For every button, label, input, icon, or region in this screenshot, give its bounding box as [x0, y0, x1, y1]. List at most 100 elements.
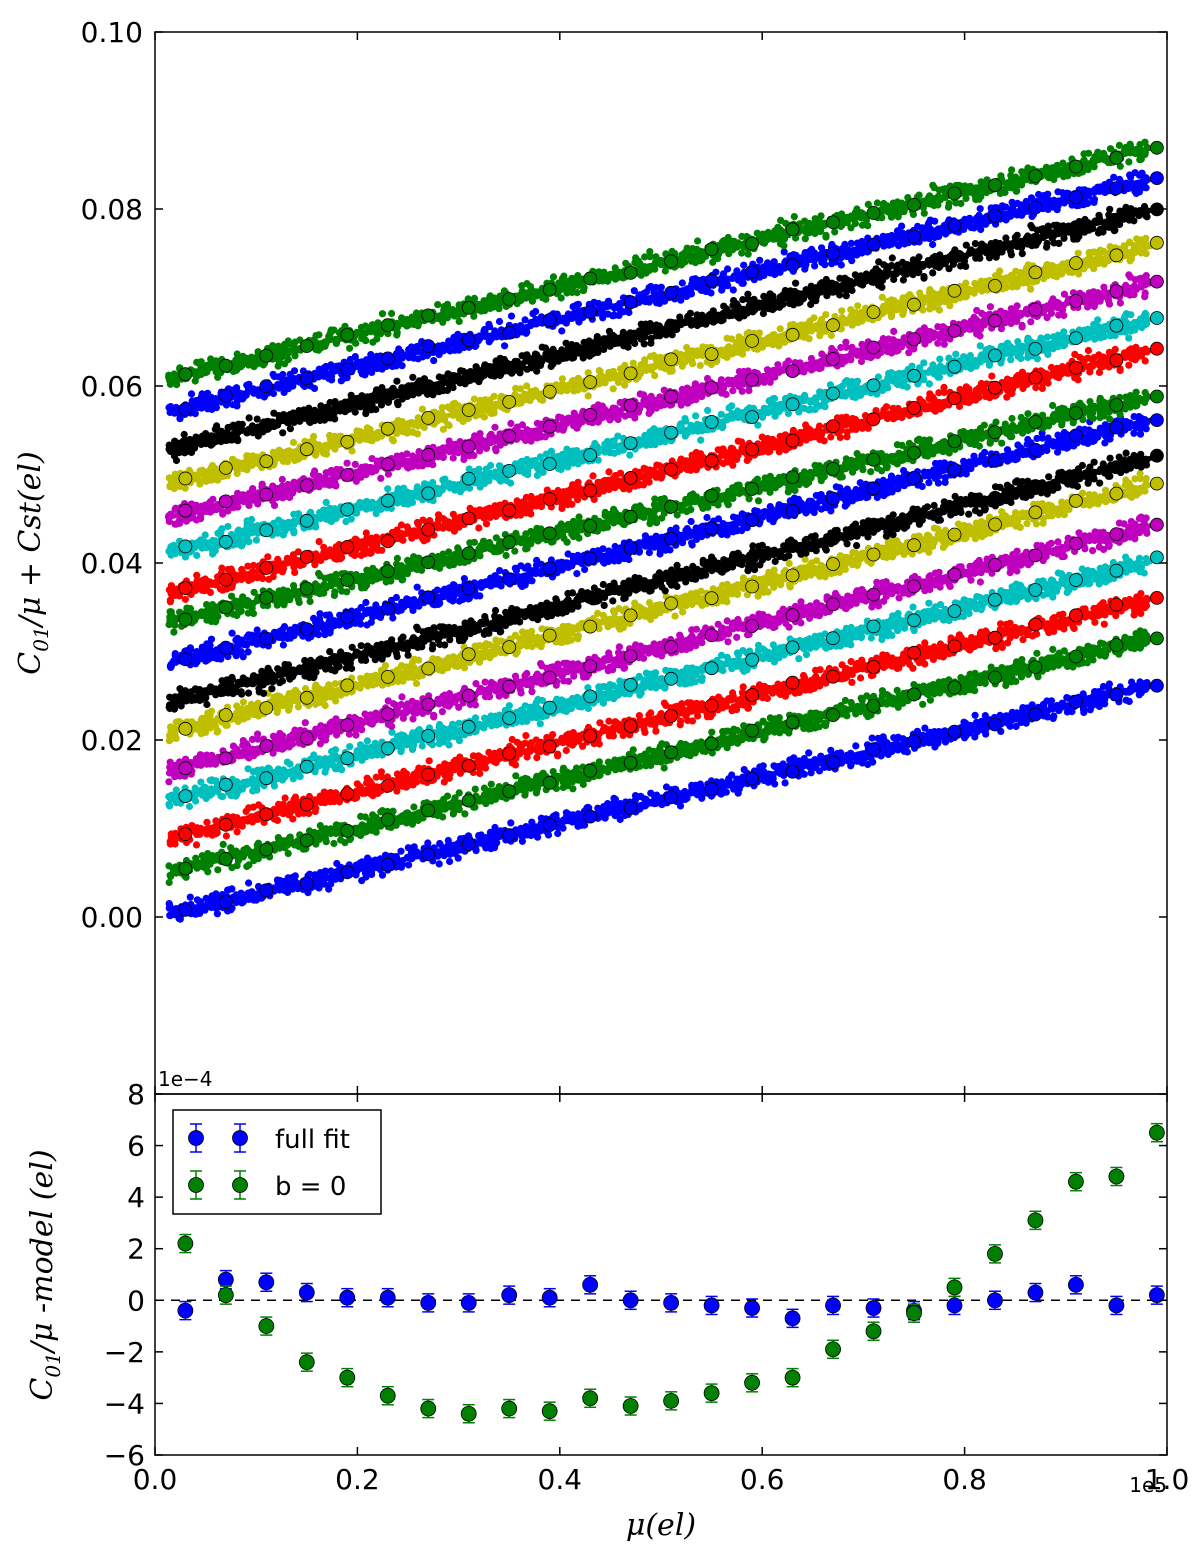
top-scatter-point [358, 726, 366, 734]
top-scatter-point [214, 866, 222, 874]
top-scatter-point [397, 847, 405, 855]
top-scatter-point [609, 666, 617, 674]
top-scatter-point [196, 909, 204, 918]
top-scatter-point [493, 839, 501, 847]
top-scatter-point [517, 689, 525, 697]
top-scatter-point [407, 848, 416, 856]
top-scatter-point [228, 885, 236, 893]
top-scatter-point [186, 893, 194, 901]
top-scatter-point [554, 829, 562, 838]
top-scatter-point [402, 770, 410, 778]
top-scatter-point [361, 869, 370, 877]
top-scatter-point [455, 719, 463, 727]
top-scatter-point [595, 740, 603, 748]
top-scatter-point [857, 674, 865, 682]
top-scatter-point [921, 724, 929, 732]
top-scatter-point [584, 704, 593, 713]
top-scatter-point [1101, 700, 1109, 708]
top-scatter-point [790, 754, 798, 762]
top-scatter-point [807, 769, 815, 777]
top-scatter-point [579, 780, 587, 789]
top-scatter-point [192, 797, 200, 805]
top-scatter-point [629, 746, 637, 754]
top-scatter-point [273, 816, 282, 825]
top-scatter-point [744, 704, 753, 712]
top-scatter-point [320, 880, 328, 888]
top-scatter-point [769, 775, 777, 783]
top-scatter-point [233, 828, 241, 836]
top-scatter-point [408, 745, 417, 754]
top-scatter-point [1018, 656, 1026, 664]
top-scatter-point [185, 802, 194, 811]
top-scatter-point [734, 789, 742, 797]
top-scatter-point [518, 837, 527, 845]
top-scatter-point [537, 660, 545, 668]
top-scatter-point [562, 809, 571, 817]
top-scatter-point [977, 606, 985, 614]
top-scatter-point [1060, 625, 1068, 633]
top-scatter-point [242, 807, 250, 816]
top-scatter-point [331, 746, 339, 754]
top-scatter-point [568, 741, 577, 749]
top-scatter-point [219, 840, 227, 849]
top-scatter-point [212, 904, 220, 913]
top-scatter-point [455, 737, 464, 745]
top-scatter-point [212, 777, 220, 785]
top-scatter-point [569, 785, 577, 793]
top-scatter-point [425, 757, 433, 765]
top-scatter-point [279, 732, 287, 740]
top-scatter-point [1063, 588, 1071, 597]
top-scatter-point [992, 645, 1000, 653]
top-scatter-point [570, 672, 578, 680]
top-scatter-point [1101, 652, 1109, 660]
top-scatter-point [446, 857, 454, 866]
top-scatter-point [698, 676, 706, 685]
top-scatter-point [398, 693, 406, 701]
top-scatter-point [692, 625, 701, 633]
top-scatter-point [888, 631, 896, 640]
top-scatter-point [418, 742, 426, 750]
top-scatter-point [435, 860, 443, 868]
top-scatter-point [397, 863, 405, 871]
top-scatter-point [815, 767, 824, 775]
top-scatter-point [827, 746, 835, 754]
top-scatter-point [552, 811, 560, 819]
top-scatter-point [640, 654, 648, 662]
top-scatter-point [583, 673, 591, 681]
top-scatter-point [763, 694, 772, 703]
top-scatter-point [505, 702, 513, 710]
top-scatter-point [233, 790, 241, 798]
top-scatter-point [366, 857, 374, 865]
top-scatter-point [521, 791, 529, 799]
top-scatter-point [346, 743, 354, 751]
top-scatter-point [1142, 602, 1151, 610]
top-scatter-point [471, 701, 479, 709]
top-scatter-point [621, 664, 629, 672]
top-scatter-point [760, 736, 768, 744]
top-scatter-point [867, 634, 875, 642]
top-scatter-point [254, 730, 262, 738]
top-scatter-point [831, 589, 840, 598]
top-scatter-point [847, 641, 855, 649]
top-scatter-point [971, 687, 979, 695]
top-scatter-point [971, 733, 979, 741]
top-scatter-point [565, 677, 573, 685]
top-scatter-point [822, 722, 830, 730]
top-scatter-point [1033, 649, 1041, 657]
top-scatter-point [971, 711, 979, 719]
top-panel: 0.000.020.040.060.080.10 C01/μ + Cst(el) [13, 16, 1168, 1095]
top-scatter-point [1033, 630, 1041, 638]
top-scatter-point [1079, 690, 1087, 698]
top-scatter-point [430, 711, 438, 719]
top-scatter-point [507, 819, 515, 827]
top-scatter-point [594, 804, 602, 812]
top-scatter-point [805, 749, 813, 757]
top-scatter-point [868, 603, 876, 611]
top-scatter-point [1068, 708, 1076, 716]
top-scatter-point [688, 717, 697, 725]
top-scatter-point [605, 717, 613, 725]
top-scatter-point [641, 728, 649, 737]
top-scatter-point [1012, 677, 1020, 686]
top-scatter-point [894, 609, 902, 618]
